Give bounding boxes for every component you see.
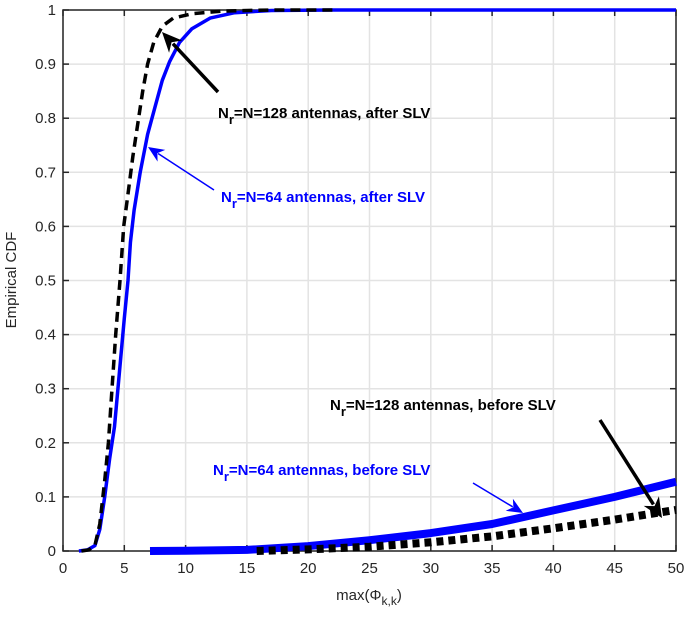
x-tick-label: 30 bbox=[422, 560, 439, 577]
x-tick-label: 45 bbox=[606, 560, 623, 577]
annotation-arrow-head bbox=[162, 32, 183, 53]
x-tick-label: 15 bbox=[239, 560, 256, 577]
annotation-label: Nr=N=64 antennas, after SLV bbox=[221, 189, 425, 211]
series-line bbox=[81, 8, 338, 553]
annotation-label: Nr=N=64 antennas, before SLV bbox=[213, 462, 430, 484]
y-tick-label: 0.8 bbox=[35, 110, 56, 127]
x-tick-label: 35 bbox=[484, 560, 501, 577]
series-line bbox=[149, 477, 677, 555]
x-tick-label: 50 bbox=[668, 560, 685, 577]
y-tick-label: 0.3 bbox=[35, 381, 56, 398]
annotation-label: Nr=N=128 antennas, before SLV bbox=[330, 397, 556, 419]
y-tick-label: 0.7 bbox=[35, 164, 56, 181]
x-tick-label: 10 bbox=[177, 560, 194, 577]
x-tick-label: 5 bbox=[120, 560, 128, 577]
annotation-arrow-head bbox=[643, 496, 662, 518]
y-tick-label: 0.1 bbox=[35, 489, 56, 506]
y-tick-label: 0.5 bbox=[35, 273, 56, 290]
x-axis-label: max(Φk,k) bbox=[336, 587, 402, 608]
y-tick-label: 0.4 bbox=[35, 327, 56, 344]
x-tick-label: 20 bbox=[300, 560, 317, 577]
annotation-arrow-head bbox=[148, 147, 166, 162]
y-tick-label: 1 bbox=[48, 2, 56, 19]
x-tick-label: 40 bbox=[545, 560, 562, 577]
y-tick-label: 0.6 bbox=[35, 218, 56, 235]
data-series bbox=[78, 8, 677, 555]
annotations: Nr=N=128 antennas, after SLV Nr=N=64 ante… bbox=[148, 32, 662, 518]
y-tick-label: 0 bbox=[48, 543, 56, 560]
annotation-arrow-shaft bbox=[157, 152, 215, 191]
y-tick-label: 0.2 bbox=[35, 435, 56, 452]
x-axis-label-sub: k,k bbox=[381, 594, 397, 608]
x-axis-label-suffix: ) bbox=[397, 587, 402, 604]
y-axis-label: Empirical CDF bbox=[3, 232, 20, 329]
annotation-arrow-shaft bbox=[171, 42, 220, 94]
x-tick-label: 25 bbox=[361, 560, 378, 577]
tick-labels: 0 5 10 15 20 25 30 35 40 45 50 0 0.1 0.2 0.3 0.4 0.5 0.6 0… bbox=[35, 2, 684, 577]
annotation-arrow-shaft bbox=[598, 419, 655, 506]
x-tick-label: 0 bbox=[59, 560, 67, 577]
y-tick-label: 0.9 bbox=[35, 56, 56, 73]
series-line bbox=[78, 8, 676, 553]
annotation-label: Nr=N=128 antennas, after SLV bbox=[218, 105, 430, 127]
series-line bbox=[256, 505, 677, 555]
annotation-arrow-head bbox=[505, 498, 523, 513]
annotation-arrow-shaft bbox=[472, 482, 514, 508]
x-axis-label-prefix: max(Φ bbox=[336, 587, 381, 604]
